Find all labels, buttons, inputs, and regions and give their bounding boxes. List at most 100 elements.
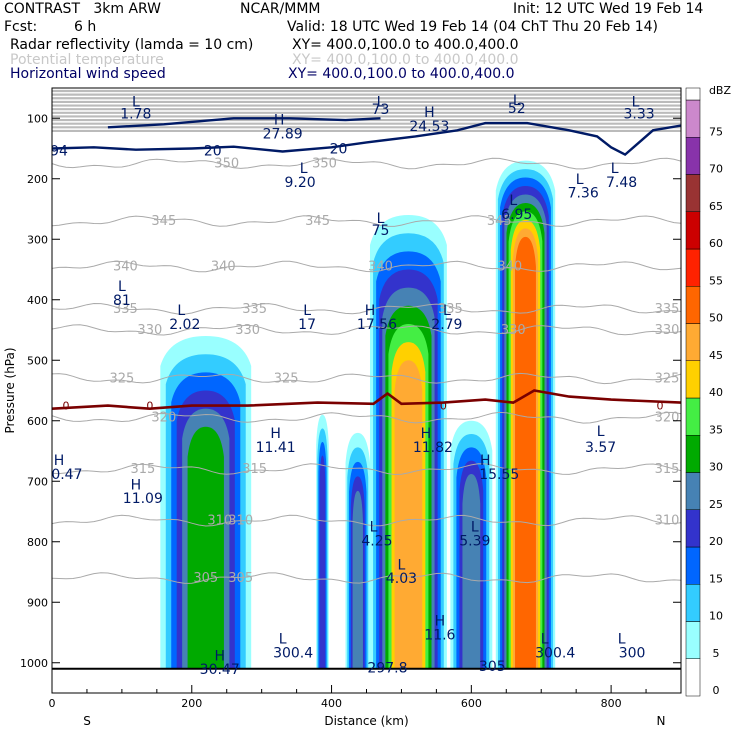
extremum-label: H	[480, 453, 491, 469]
extremum-label: 4.03	[386, 571, 417, 587]
zero-isotherm-label: 0	[146, 400, 153, 413]
colorbar-label: 10	[709, 610, 723, 623]
org-name: NCAR/MMM	[240, 1, 321, 17]
extremum-label: L	[576, 172, 584, 188]
extremum-label: H	[54, 453, 65, 469]
colorbar-swatch-15	[685, 546, 701, 585]
theta-label-305: 305	[193, 571, 218, 586]
theta-label-330: 330	[235, 323, 260, 338]
colorbar-label: 40	[709, 386, 723, 399]
extremum-label: 27.89	[263, 126, 303, 142]
theta-label-310: 310	[228, 514, 253, 529]
colorbar-label: 5	[713, 647, 720, 660]
theta-label-320: 320	[151, 411, 176, 426]
x-tick-label: 200	[181, 697, 202, 710]
extremum-label: 297.8	[367, 661, 407, 677]
y-axis-label: Pressure (hPa)	[3, 347, 17, 433]
theta-contour-330	[52, 324, 681, 336]
extremum-label: H	[214, 648, 225, 664]
extremum-label: H	[131, 477, 142, 493]
theta-label-325: 325	[274, 371, 299, 386]
extremum-label: 2.79	[431, 317, 462, 333]
extremum-label: 20	[204, 143, 222, 159]
theta-label-345: 345	[487, 214, 512, 229]
colorbar-label: 0	[713, 684, 720, 697]
extremum-label: L	[132, 94, 140, 110]
theta-label-335: 335	[113, 302, 138, 317]
extremum-label: H	[421, 426, 432, 442]
theta-label-315: 315	[130, 462, 155, 477]
theta-label-325: 325	[109, 371, 134, 386]
extremum-label: 300.4	[535, 645, 575, 661]
y-tick-label: 300	[27, 233, 48, 246]
y-tick-label: 600	[27, 415, 48, 428]
extremum-label: 11.09	[123, 491, 163, 507]
extremum-label: L	[303, 303, 311, 319]
theta-contour-350	[52, 157, 681, 170]
extremum-label: 81	[113, 293, 131, 309]
extremum-label: 7.48	[606, 175, 637, 191]
theta-label-315: 315	[655, 462, 680, 477]
fcst-value: 6 h	[74, 19, 97, 35]
colorbar-swatch-55	[685, 248, 701, 287]
colorbar-label: 45	[709, 349, 723, 362]
zero-isotherm-label: 0	[440, 400, 447, 413]
theta-contour-310	[52, 514, 681, 527]
theta-contour-320	[52, 411, 681, 424]
extremum-label: 11.41	[256, 440, 296, 456]
theta-label-335: 335	[242, 302, 267, 317]
extremum-label: 7.36	[568, 186, 599, 202]
theta-contour-325	[52, 372, 681, 385]
y-tick-label: 700	[27, 475, 48, 488]
colorbar-label: 20	[709, 535, 723, 548]
theta-label-310: 310	[655, 514, 680, 529]
colorbar-swatch-75	[685, 99, 701, 138]
zero-isotherm	[52, 389, 681, 411]
extremum-label: 30.47	[200, 662, 240, 678]
extremum-label: 11.6	[424, 627, 455, 643]
theta-label-330: 330	[655, 323, 680, 338]
reflectivity-cell-1-level-20	[319, 455, 326, 669]
theta-label-350: 350	[214, 157, 239, 172]
extremum-label: L	[300, 161, 308, 177]
extremum-label: L	[632, 94, 640, 110]
wind-contour-upper	[107, 117, 381, 129]
extremum-label: 6.95	[501, 207, 532, 223]
reflectivity-cell-5-level-50	[515, 236, 536, 669]
theta-label-330: 330	[137, 323, 162, 338]
theta-label-340: 340	[497, 259, 522, 274]
colorbar-swatch-0	[685, 658, 701, 697]
extremum-label: 94	[50, 143, 68, 159]
x-tick-label: 600	[461, 697, 482, 710]
extremum-label: L	[177, 303, 185, 319]
extremum-label: 3.57	[585, 440, 616, 456]
field-theta-xy: XY= 400.0,100.0 to 400.0,400.0	[292, 52, 519, 68]
colorbar-label: 55	[709, 274, 723, 287]
extremum-label: L	[377, 94, 385, 110]
colorbar-label: 60	[709, 237, 723, 250]
theta-label-340: 340	[113, 259, 138, 274]
colorbar-swatch-70	[685, 137, 701, 175]
valid-time: Valid: 18 UTC Wed 19 Feb 14 (04 ChT Thu …	[287, 19, 659, 35]
y-tick-label: 100	[27, 112, 48, 125]
extremum-label: 11.82	[413, 440, 453, 456]
extremum-label: 15.55	[479, 467, 519, 483]
extremum-label: L	[443, 303, 451, 319]
extremum-label: L	[370, 520, 378, 536]
theta-label-335: 335	[655, 302, 680, 317]
colorbar-swatch-20	[685, 509, 701, 548]
extremum-label: 52	[508, 101, 526, 117]
colorbar-label: 25	[709, 498, 723, 511]
extremum-label: 5.39	[459, 534, 490, 550]
extremum-label: 17	[298, 317, 316, 333]
x-tick-label: 400	[321, 697, 342, 710]
colorbar-swatch-50	[685, 286, 701, 324]
y-tick-label: 1000	[20, 657, 48, 670]
colorbar-swatch-45	[685, 323, 701, 361]
field-wind-name: Horizontal wind speed	[10, 66, 166, 82]
colorbar-label: 15	[709, 572, 723, 585]
y-tick-label: 400	[27, 294, 48, 307]
theta-label-325: 325	[655, 371, 680, 386]
field-reflectivity-name: Radar reflectivity (lamda = 10 cm)	[10, 37, 254, 53]
theta-label-345: 345	[151, 214, 176, 229]
